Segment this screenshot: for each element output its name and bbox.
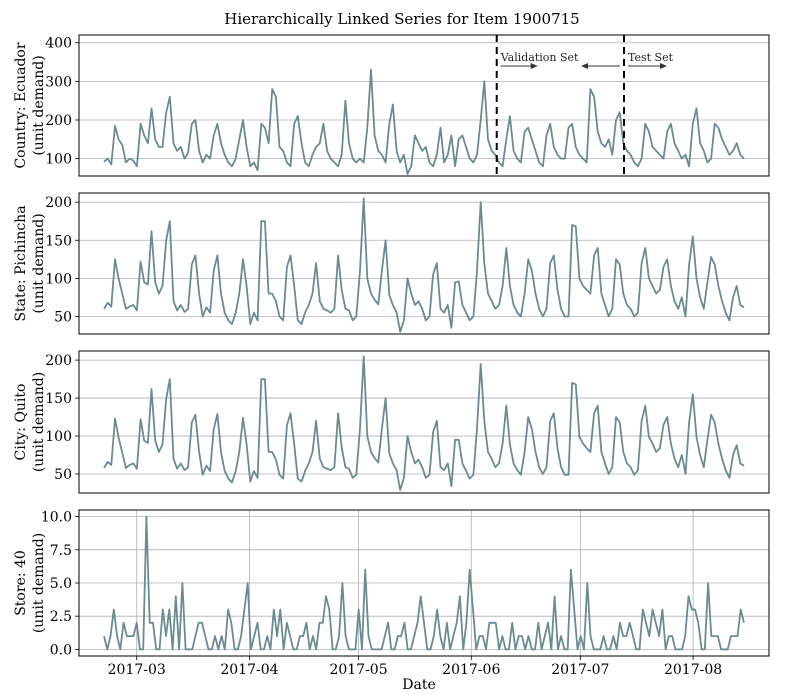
y-axis-label-line: (unit demand) (31, 372, 47, 472)
series-line (103, 68, 745, 176)
y-tick-label: 100 (45, 152, 72, 168)
x-axis-label: Date (402, 677, 435, 693)
y-axis-label-line: State: Pichincha (13, 205, 29, 321)
chart-title: Hierarchically Linked Series for Item 19… (224, 10, 579, 28)
y-tick-label: 300 (45, 74, 72, 90)
x-tick-label: 2017-03 (108, 662, 166, 678)
y-axis-label: Store: 40 (unit demand) (13, 533, 47, 633)
y-axis-label-line: Country: Ecuador (13, 42, 29, 168)
x-tick-label: 2017-05 (329, 662, 387, 678)
y-axis-label-line: City: Quito (13, 384, 29, 461)
y-tick-label: 2.5 (50, 609, 72, 625)
panel-frame (78, 350, 770, 494)
y-axis-label-line: (unit demand) (31, 533, 47, 633)
y-tick-label: 0.0 (50, 642, 72, 658)
y-tick-label: 200 (45, 113, 72, 129)
x-tick-label: 2017-04 (220, 662, 278, 678)
y-tick-label: 200 (45, 195, 72, 211)
y-tick-label: 5.0 (50, 576, 72, 592)
y-axis-label: Country: Ecuador (unit demand) (13, 42, 47, 168)
y-axis-label: State: Pichincha (unit demand) (13, 205, 47, 321)
panel-frame (78, 34, 770, 177)
series-line (103, 197, 745, 333)
y-axis-label-line: (unit demand) (31, 55, 47, 155)
y-tick-label: 150 (45, 391, 72, 407)
y-tick-label: 400 (45, 36, 72, 52)
x-tick-label: 2017-07 (551, 662, 609, 678)
x-tick-label: 2017-08 (664, 662, 722, 678)
y-tick-label: 50 (54, 309, 72, 325)
y-axis-label-line: (unit demand) (31, 213, 47, 313)
panel-4: 0.0 2.5 5.0 7.5 10.0 Store: 40 (unit demand) (13, 509, 770, 658)
panel-frame (78, 192, 770, 335)
panel-3: 50 100 150 200 City: Quito (unit demand) (13, 350, 770, 494)
y-tick-label: 50 (54, 467, 72, 483)
validation-set-label: Validation Set (500, 51, 579, 64)
series-line (103, 355, 745, 491)
y-tick-label: 10.0 (41, 510, 72, 526)
y-tick-label: 150 (45, 233, 72, 249)
panel-frame (78, 509, 770, 657)
y-tick-label: 200 (45, 353, 72, 369)
y-axis-label: City: Quito (unit demand) (13, 372, 47, 472)
y-tick-label: 100 (45, 271, 72, 287)
x-tick-label: 2017-06 (442, 662, 500, 678)
y-axis-label-line: Store: 40 (13, 550, 29, 616)
y-tick-label: 100 (45, 429, 72, 445)
y-tick-label: 7.5 (50, 543, 72, 559)
series-line (103, 515, 745, 651)
test-set-label: Test Set (628, 51, 674, 64)
